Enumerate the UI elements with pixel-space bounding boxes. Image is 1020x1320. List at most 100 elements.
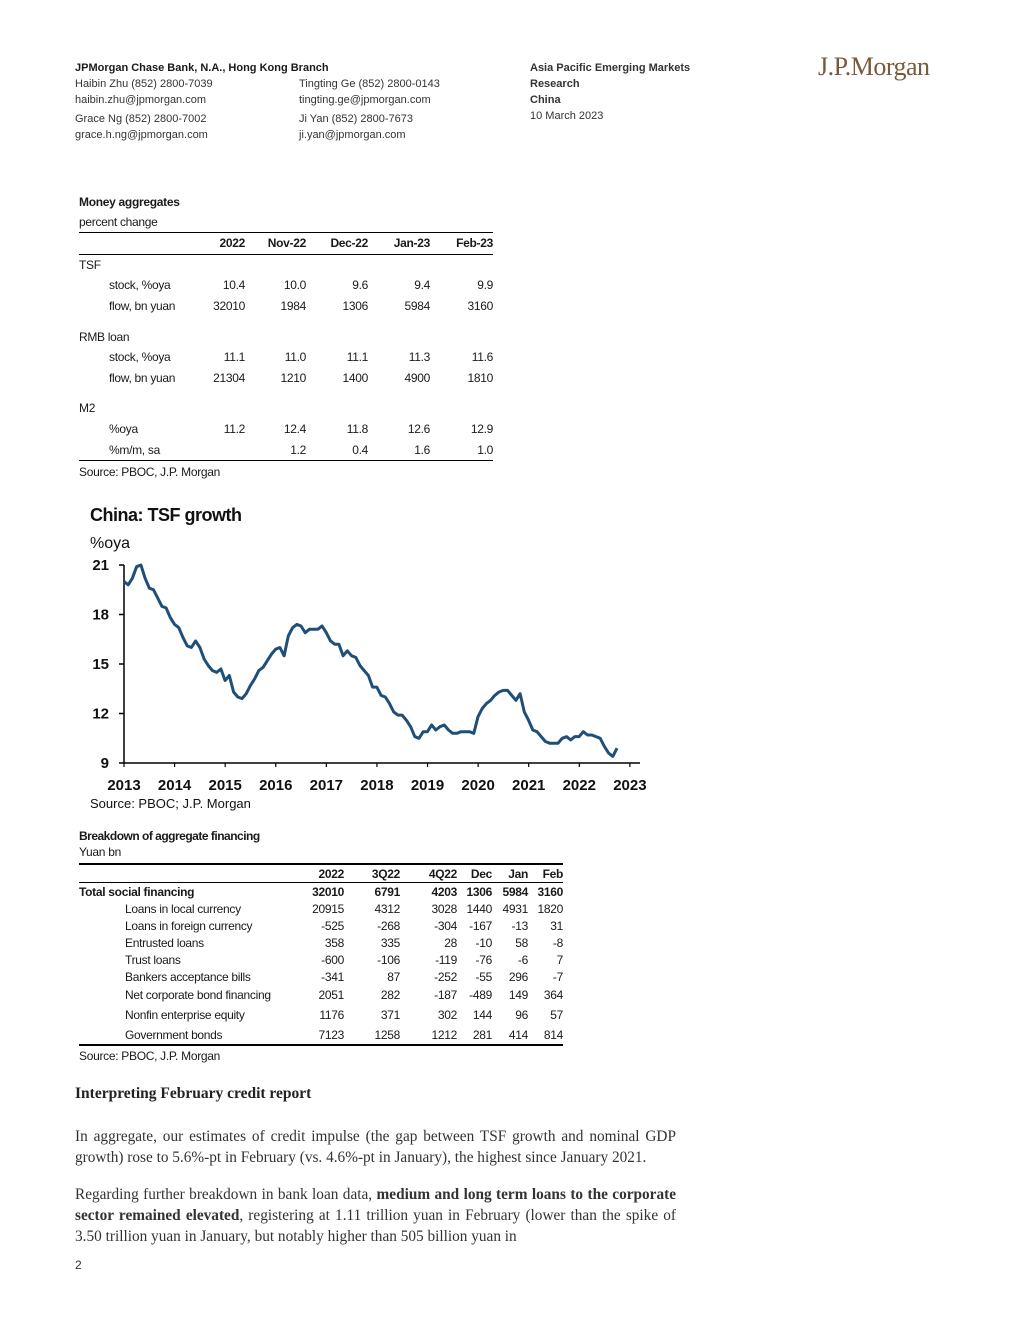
section-row: RMB loan (79, 326, 493, 347)
table-row: flow, bn yuan 32010 1984 1306 5984 3160 (79, 296, 493, 317)
table-header-row: 2022 Nov-22 Dec-22 Jan-23 Feb-23 (79, 232, 493, 255)
table-source: Source: PBOC, J.P. Morgan (79, 1049, 221, 1063)
cell: 11.2 (223, 422, 246, 437)
table-row: %m/m, sa 1.2 0.4 1.6 1.0 (79, 439, 493, 461)
cell: -13 (511, 918, 529, 933)
column-header: Nov-22 (267, 236, 307, 251)
table-row: %oya 11.2 12.4 11.8 12.6 12.9 (79, 419, 493, 440)
cell: 358 (324, 935, 344, 950)
column-header: Feb (542, 866, 564, 881)
x-tick-label: 2023 (613, 777, 646, 794)
chart-ylabel: %oya (90, 535, 131, 552)
cell: 3160 (537, 884, 564, 899)
cell: 1306 (342, 299, 369, 314)
cell: 32010 (312, 884, 344, 899)
cell: 5984 (502, 884, 529, 899)
table-row: Nonfin enterprise equity 1176 371 302 144 96 5… (79, 1005, 563, 1025)
cell: 414 (508, 1027, 528, 1042)
x-tick-label: 2014 (158, 777, 192, 794)
row-label: Nonfin enterprise equity (125, 1008, 245, 1022)
row-label: Bankers acceptance bills (125, 969, 251, 984)
money-table-grid: 2022 Nov-22 Dec-22 Jan-23 Feb-23 TSF sto… (79, 232, 493, 461)
column-header: Feb-23 (456, 236, 493, 251)
cell: 9.4 (414, 278, 430, 293)
contact-email[interactable]: tingting.ge@jpmorgan.com (299, 94, 431, 106)
row-label: Trust loans (125, 952, 181, 967)
x-tick-label: 2016 (259, 777, 292, 794)
contact-name: Haibin Zhu (852) 2800-7039 (75, 78, 213, 90)
cell: 1210 (280, 370, 307, 385)
row-label: Loans in foreign currency (125, 918, 253, 933)
series-line-tsf (123, 563, 619, 758)
cell: 1984 (280, 299, 307, 314)
table-row: Loans in foreign currency -525 -268 -304 -16… (79, 917, 563, 934)
cell: -600 (321, 952, 344, 967)
page-number: 2 (75, 1258, 82, 1272)
cell: 32010 (213, 299, 245, 314)
cell: -341 (321, 969, 344, 984)
table-row: Net corporate bond financing 2051 282 -187-… (79, 985, 563, 1005)
cell: 364 (543, 988, 563, 1002)
table-header-row: 2022 3Q22 4Q22 Dec Jan Feb (79, 864, 563, 883)
paragraph-text: Regarding further breakdown in bank loan… (75, 1186, 377, 1203)
row-label: %oya (109, 422, 138, 437)
cell: 1.6 (414, 442, 430, 457)
author-block: JPMorgan Chase Bank, N.A., Hong Kong Bra… (75, 60, 515, 143)
region-label: China (530, 94, 561, 106)
table-row: flow, bn yuan 21304 1210 1400 4900 1810 (79, 368, 493, 389)
row-label: Government bonds (125, 1027, 223, 1042)
column-header: 3Q22 (371, 866, 400, 881)
cell: 12.9 (470, 422, 493, 437)
column-header: 2022 (219, 236, 246, 251)
cell: 28 (444, 935, 457, 950)
cell: -6 (517, 952, 528, 967)
cell: 11.3 (408, 350, 431, 365)
cell: -252 (434, 969, 457, 984)
y-tick-label: 18 (92, 607, 109, 624)
row-label: Total social financing (79, 884, 195, 899)
column-header: Dec-22 (330, 236, 368, 251)
x-tick-label: 2020 (461, 777, 494, 794)
report-meta: Asia Pacific Emerging Markets Research C… (530, 60, 750, 124)
row-label: Entrusted loans (125, 935, 204, 950)
x-tick-label: 2019 (411, 777, 444, 794)
table-row: Bankers acceptance bills -341 87 -252 -55 296… (79, 968, 563, 985)
cell: 149 (508, 988, 528, 1002)
column-header: 4Q22 (428, 866, 457, 881)
cell: -76 (475, 952, 493, 967)
paragraph: Regarding further breakdown in bank loan… (75, 1184, 676, 1247)
cell: -525 (321, 918, 344, 933)
report-date: 10 March 2023 (530, 110, 604, 122)
column-header: Dec (470, 866, 492, 881)
contact-email[interactable]: ji.yan@jpmorgan.com (299, 129, 406, 141)
cell: 1176 (319, 1008, 344, 1022)
cell: 3028 (431, 901, 458, 916)
x-tick-label: 2015 (208, 777, 241, 794)
x-tick-label: 2013 (107, 777, 140, 794)
cell: -10 (475, 935, 493, 950)
y-tick-label: 21 (92, 557, 109, 574)
money-aggregates-table: Money aggregates percent change 2022 Nov… (79, 195, 495, 479)
chart-title: China: TSF growth (90, 505, 242, 525)
cell: -489 (469, 988, 492, 1002)
cell: 21304 (213, 370, 245, 385)
contact-email[interactable]: haibin.zhu@jpmorgan.com (75, 94, 207, 106)
cell: 1820 (537, 901, 564, 916)
cell: 1212 (431, 1027, 458, 1042)
cell: 282 (380, 988, 400, 1002)
cell: 12.6 (407, 422, 430, 437)
paragraph-text: In aggregate, our estimates of credit im… (75, 1128, 676, 1166)
cell: 2051 (318, 988, 345, 1002)
section-label: M2 (79, 401, 96, 416)
x-tick-label: 2022 (563, 777, 596, 794)
contact-name: Ji Yan (852) 2800-7673 (299, 113, 413, 125)
cell: 4900 (404, 370, 431, 385)
y-tick-label: 9 (101, 755, 109, 772)
contact-email[interactable]: grace.h.ng@jpmorgan.com (75, 129, 208, 141)
section-heading: Interpreting February credit report (75, 1085, 312, 1102)
cell: 11.8 (346, 422, 369, 437)
cell: 31 (550, 918, 563, 933)
cell: 296 (508, 969, 528, 984)
series-title: Research (530, 78, 580, 90)
